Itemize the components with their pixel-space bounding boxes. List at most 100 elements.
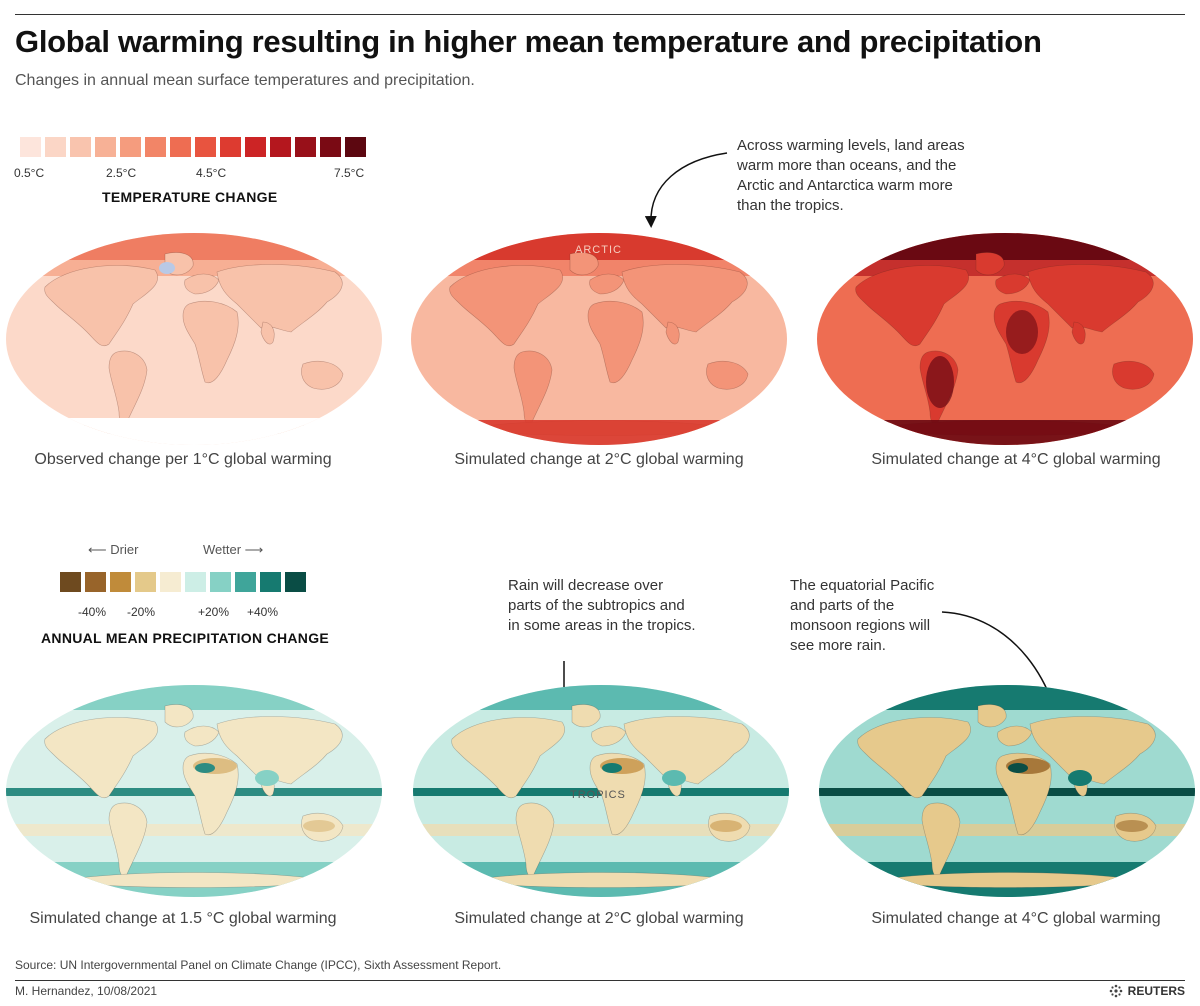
monsoon-wet-zone	[255, 770, 279, 786]
australia-dry-zone	[303, 820, 335, 832]
caption-observed-temperature: Observed change per 1°C global warming	[34, 451, 332, 468]
warming-levels-annotation: Across warming levels, land areas warm m…	[737, 137, 965, 214]
cooling-spot	[159, 262, 175, 274]
top-rule	[15, 14, 1185, 15]
drier-text: Drier	[110, 542, 139, 557]
continent-namerica	[449, 265, 563, 347]
continent-africa	[589, 752, 646, 836]
temperature-swatch	[220, 137, 241, 157]
precipitation-swatch	[110, 572, 131, 592]
continent-asia	[216, 716, 343, 785]
page-subtitle: Changes in annual mean surface temperatu…	[15, 72, 475, 89]
no-data-antarctic	[6, 418, 382, 445]
amazon-hotspot	[926, 356, 954, 408]
tropics-map-label: TROPICS	[570, 789, 626, 801]
continent-asia	[623, 716, 750, 785]
continent-australia	[301, 361, 344, 390]
temp-scale-label: 2.5°C	[106, 166, 137, 180]
continent-europe	[591, 725, 627, 747]
precipitation-swatch	[260, 572, 281, 592]
sahel-wet-zone	[1008, 763, 1028, 773]
continent-europe	[997, 725, 1033, 747]
continent-asia	[1029, 716, 1156, 785]
continent-australia	[706, 361, 749, 390]
precipitation-swatch	[85, 572, 106, 592]
temperature-swatch	[170, 137, 191, 157]
precip-scale-label: -40%	[78, 605, 107, 619]
continent-india	[665, 321, 680, 345]
temperature-color-scale	[20, 137, 366, 157]
continent-india	[1071, 321, 1086, 345]
precipitation-swatch	[285, 572, 306, 592]
continent-africa	[182, 300, 239, 384]
continent-namerica	[44, 717, 158, 799]
precipitation-1-5c-map	[6, 685, 382, 897]
caption-temperature-4c: Simulated change at 4°C global warming	[871, 451, 1161, 468]
continent-india	[260, 321, 275, 345]
temperature-swatch	[195, 137, 216, 157]
continent-asia	[1027, 264, 1154, 333]
continent-europe	[589, 273, 625, 295]
precipitation-swatch	[135, 572, 156, 592]
continent-namerica	[44, 265, 158, 347]
caption-temperature-2c: Simulated change at 2°C global warming	[454, 451, 744, 468]
continent-europe	[184, 725, 220, 747]
continent-africa	[995, 752, 1052, 836]
reuters-dots-icon	[1109, 984, 1122, 998]
arctic-band	[6, 233, 382, 260]
temperature-swatch	[295, 137, 316, 157]
sahel-wet-zone	[195, 763, 215, 773]
temperature-swatch	[20, 137, 41, 157]
temperature-scale-title: TEMPERATURE CHANGE	[102, 189, 278, 205]
temperature-swatch	[120, 137, 141, 157]
temperature-swatch	[45, 137, 66, 157]
arctic-wet-band	[819, 685, 1195, 710]
continent-greenland	[569, 252, 599, 276]
precip-scale-label: +40%	[247, 605, 279, 619]
precipitation-scale-title: ANNUAL MEAN PRECIPITATION CHANGE	[41, 630, 330, 646]
precip-scale-label: -20%	[127, 605, 156, 619]
monsoon-wet-zone	[662, 770, 686, 786]
temperature-swatch	[95, 137, 116, 157]
precipitation-swatch	[60, 572, 81, 592]
observed-temperature-map	[6, 233, 382, 445]
precipitation-swatch	[160, 572, 181, 592]
source-note: Source: UN Intergovernmental Panel on Cl…	[15, 958, 502, 972]
wetter-text: Wetter	[203, 542, 242, 557]
temperature-swatch	[245, 137, 266, 157]
temperature-swatch	[320, 137, 341, 157]
precipitation-swatch	[210, 572, 231, 592]
arrow-to-arctic	[644, 152, 728, 228]
monsoon-wet-zone	[1068, 770, 1092, 786]
equatorial-pacific-annotation: The equatorial Pacific and parts of the …	[790, 577, 935, 654]
temperature-2c-map	[411, 233, 787, 445]
sahel-wet-zone	[602, 763, 622, 773]
bottom-rule	[15, 980, 1185, 981]
temp-scale-label: 4.5°C	[196, 166, 227, 180]
precipitation-2c-map	[413, 685, 789, 897]
drier-label: ⟵ Drier	[88, 542, 139, 557]
continent-africa	[587, 300, 644, 384]
subtropical-dry-band	[413, 824, 789, 836]
precipitation-swatch	[185, 572, 206, 592]
continent-asia	[621, 264, 748, 333]
credit-line: M. Hernandez, 10/08/2021	[15, 984, 158, 998]
continent-europe	[995, 273, 1031, 295]
antarctic-band	[817, 420, 1193, 445]
temp-scale-label: 0.5°C	[14, 166, 45, 180]
continent-greenland	[571, 704, 601, 728]
precipitation-4c-map	[819, 685, 1195, 897]
precipitation-color-scale	[60, 572, 306, 592]
caption-precipitation-1-5c: Simulated change at 1.5 °C global warmin…	[29, 910, 337, 927]
temperature-4c-map	[817, 233, 1193, 445]
precip-scale-label: +20%	[198, 605, 230, 619]
arctic-wet-band	[6, 685, 382, 710]
continent-africa	[182, 752, 239, 836]
continent-namerica	[855, 265, 969, 347]
africa-hotspot	[1006, 310, 1038, 354]
continent-namerica	[857, 717, 971, 799]
temperature-swatch	[145, 137, 166, 157]
subtropical-dry-band	[819, 824, 1195, 836]
continent-europe	[184, 273, 220, 295]
rain-decrease-annotation: Rain will decrease over parts of the sub…	[508, 577, 696, 634]
